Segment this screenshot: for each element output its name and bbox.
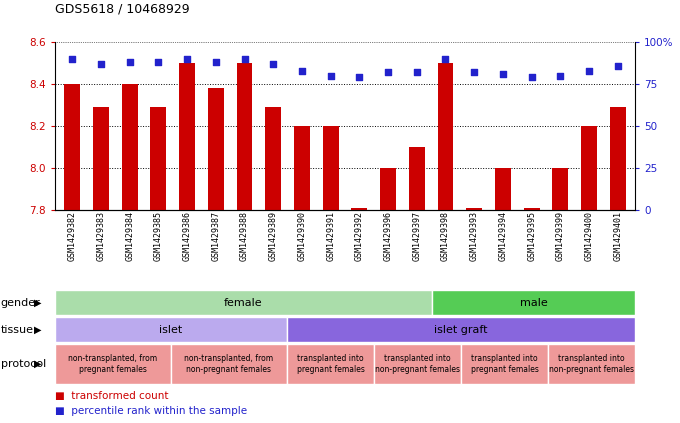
Bar bbox=[55, 344, 171, 384]
Text: islet graft: islet graft bbox=[435, 324, 488, 335]
Text: ■  percentile rank within the sample: ■ percentile rank within the sample bbox=[55, 406, 247, 416]
Bar bbox=[548, 344, 635, 384]
Text: non-transplanted, from
non-pregnant females: non-transplanted, from non-pregnant fema… bbox=[184, 354, 273, 374]
Bar bbox=[581, 126, 597, 210]
Bar bbox=[409, 147, 425, 210]
Point bbox=[268, 60, 279, 67]
Point bbox=[124, 59, 135, 66]
Point bbox=[555, 72, 566, 79]
Point bbox=[526, 74, 537, 81]
Point bbox=[95, 60, 106, 67]
Text: transplanted into
non-pregnant females: transplanted into non-pregnant females bbox=[375, 354, 460, 374]
Point bbox=[469, 69, 479, 76]
Text: transplanted into
non-pregnant females: transplanted into non-pregnant females bbox=[549, 354, 634, 374]
Bar bbox=[55, 290, 432, 315]
Bar bbox=[294, 126, 310, 210]
Bar bbox=[122, 84, 137, 210]
Text: tissue: tissue bbox=[1, 324, 34, 335]
Point bbox=[498, 71, 509, 77]
Bar bbox=[65, 84, 80, 210]
Bar bbox=[287, 344, 374, 384]
Bar bbox=[287, 317, 635, 342]
Bar bbox=[208, 88, 224, 210]
Point bbox=[583, 67, 594, 74]
Point bbox=[296, 67, 307, 74]
Point bbox=[612, 62, 623, 69]
Point bbox=[153, 59, 164, 66]
Bar bbox=[495, 168, 511, 210]
Point bbox=[440, 55, 451, 62]
Bar bbox=[323, 126, 339, 210]
Bar bbox=[374, 344, 461, 384]
Bar bbox=[55, 317, 287, 342]
Bar bbox=[466, 208, 482, 210]
Text: non-transplanted, from
pregnant females: non-transplanted, from pregnant females bbox=[69, 354, 158, 374]
Text: protocol: protocol bbox=[1, 359, 46, 369]
Point bbox=[325, 72, 336, 79]
Bar bbox=[150, 107, 167, 210]
Text: male: male bbox=[520, 297, 547, 308]
Text: ▶: ▶ bbox=[33, 297, 41, 308]
Text: transplanted into
pregnant females: transplanted into pregnant females bbox=[471, 354, 539, 374]
Text: female: female bbox=[224, 297, 262, 308]
Point bbox=[354, 74, 364, 81]
Point bbox=[182, 55, 192, 62]
Bar bbox=[265, 107, 281, 210]
Text: islet: islet bbox=[159, 324, 183, 335]
Bar bbox=[524, 208, 539, 210]
Bar bbox=[438, 63, 454, 210]
Point bbox=[67, 55, 78, 62]
Bar bbox=[552, 168, 568, 210]
Text: gender: gender bbox=[1, 297, 40, 308]
Text: ▶: ▶ bbox=[33, 359, 41, 369]
Text: ■  transformed count: ■ transformed count bbox=[55, 391, 169, 401]
Bar bbox=[610, 107, 626, 210]
Point bbox=[383, 69, 394, 76]
Bar bbox=[352, 208, 367, 210]
Text: ▶: ▶ bbox=[33, 324, 41, 335]
Text: GDS5618 / 10468929: GDS5618 / 10468929 bbox=[55, 2, 190, 15]
Point bbox=[239, 55, 250, 62]
Bar bbox=[237, 63, 252, 210]
Point bbox=[210, 59, 221, 66]
Bar bbox=[171, 344, 287, 384]
Point bbox=[411, 69, 422, 76]
Bar bbox=[93, 107, 109, 210]
Bar bbox=[461, 344, 548, 384]
Bar bbox=[180, 63, 195, 210]
Bar bbox=[432, 290, 635, 315]
Text: transplanted into
pregnant females: transplanted into pregnant females bbox=[296, 354, 364, 374]
Bar bbox=[380, 168, 396, 210]
